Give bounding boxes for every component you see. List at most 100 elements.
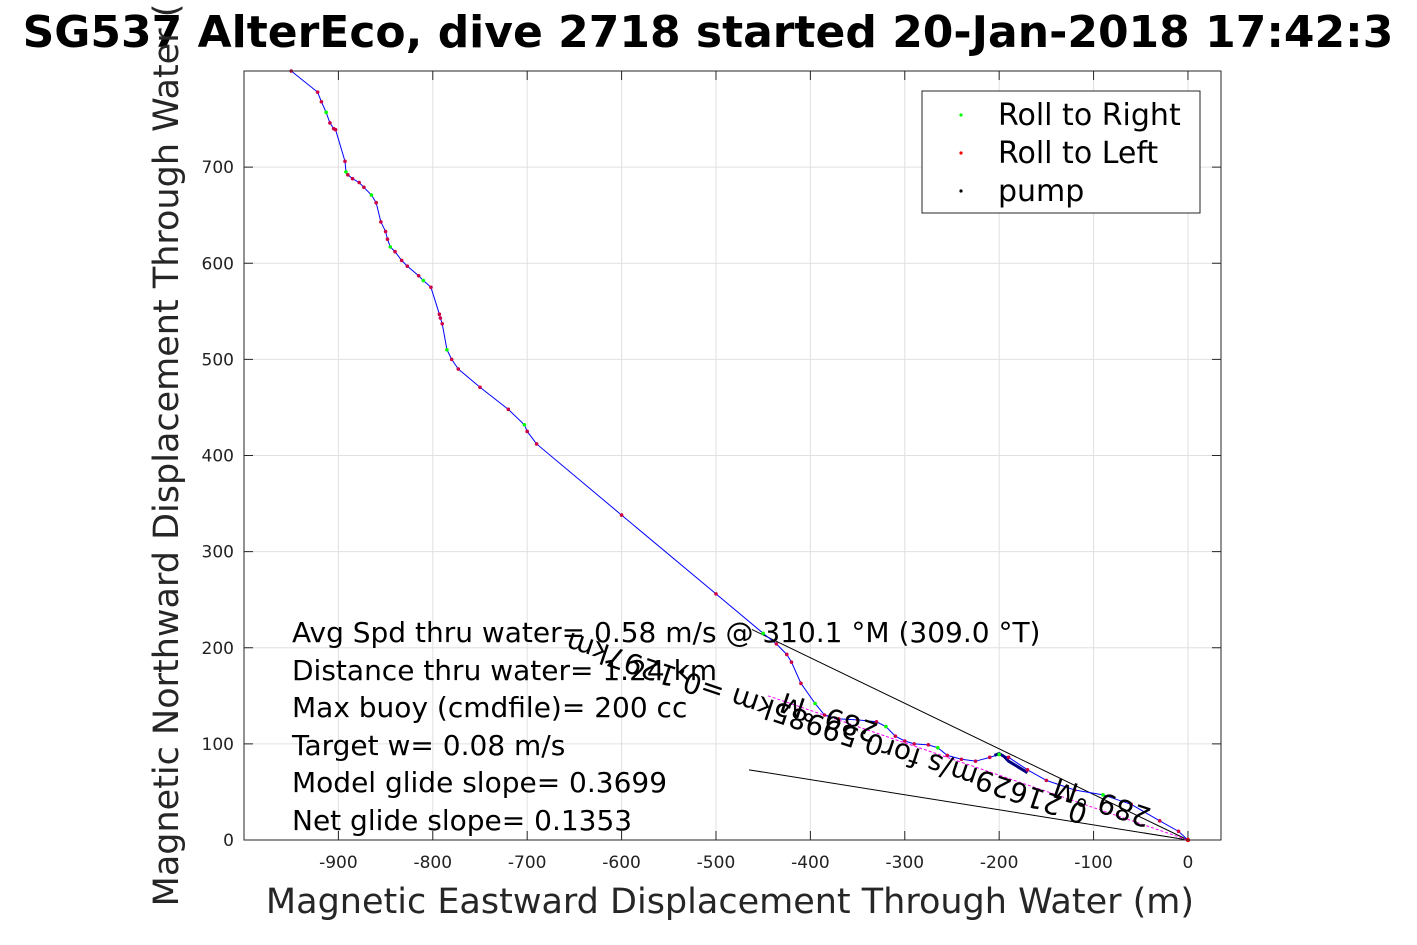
y-tick-label: 500 [202,350,234,370]
track-point [344,170,348,174]
max-buoy-annotation: Max buoy (cmdfile)= 200 cc [292,691,687,724]
track-point [350,176,355,181]
legend-marker-pump [959,189,963,193]
track-point [369,193,374,197]
legend-marker-roll-left [959,151,963,155]
model-glide-slope-annotation: Model glide slope= 0.3699 [292,766,667,799]
x-tick-label: -300 [885,853,924,873]
axis-ticks: -900 -800 -700 -600 -500 -400 -300 -200 -100 0 0 10… [202,71,1221,873]
track-point [522,422,527,427]
track-point [438,316,443,320]
x-tick-label: -100 [1074,853,1113,873]
track-point [333,127,338,132]
track-point [945,753,950,758]
track-point [399,258,404,263]
track-point [421,278,426,283]
track-point [822,713,827,717]
y-tick-label: 300 [202,543,234,563]
track-point [374,200,378,205]
track-point [714,592,718,596]
track-point [813,701,817,706]
x-axis-label: Magnetic Eastward Displacement Through W… [266,882,1194,922]
track-point [855,718,860,722]
track-point [357,180,361,185]
track-point [1157,818,1162,823]
track-point [393,249,397,254]
track-point [456,367,461,371]
track-point [987,755,992,760]
track-point [1044,778,1049,783]
track-point [926,743,931,747]
model-glide-line [751,629,1189,841]
stats-annotations: Avg Spd thru water= 0.58 m/s @ 310.1 °M … [291,616,1040,837]
x-tick-label: -900 [319,853,358,873]
x-tick-label: -700 [508,853,547,873]
distance-annotation: Distance thru water= 1.24 km [292,654,717,687]
y-axis-label: Magnetic Northward Displacement Through … [147,4,187,907]
track-point [445,347,449,352]
y-tick-label: 200 [202,639,234,659]
track-point [893,734,898,738]
track-point [1129,802,1134,807]
track-point [315,90,320,94]
track-point [836,717,841,721]
net-glide-line [748,769,1189,841]
track-point [534,442,539,446]
target-w-annotation: Target w= 0.08 m/s [291,729,565,762]
track-point [328,121,332,125]
track-point [936,745,940,750]
track-point [874,719,879,724]
track-point [1101,793,1105,797]
y-tick-label: 100 [202,735,234,755]
x-tick-label: 0 [1183,853,1194,873]
track-point [973,759,978,763]
track-point [388,245,393,249]
track-point [1006,755,1011,760]
y-tick-label: 600 [202,254,234,274]
track-point [429,285,433,290]
track-point [385,237,390,242]
track-point [362,185,366,190]
legend-box [921,90,1201,214]
y-tick-label: 700 [202,158,234,178]
track-point [506,407,511,412]
track-point [346,173,350,177]
track-point [319,99,324,104]
track-point [799,681,803,686]
track-point [912,742,917,746]
legend-marker-roll-right [959,113,963,117]
track-point [1025,768,1030,772]
track-point [761,631,765,636]
legend: Roll to Right Roll to Left pump [921,90,1201,214]
plot-frame [243,70,1222,841]
track-point [884,724,888,729]
track-point [405,264,410,268]
y-tick-label: 400 [202,447,234,467]
track-point [324,110,328,115]
x-tick-label: -600 [602,853,641,873]
x-tick-label: -400 [791,853,830,873]
x-tick-label: -800 [413,853,452,873]
track-point [619,513,624,517]
legend-label-roll-left: Roll to Left [998,136,1158,171]
legend-label-pump: pump [998,174,1084,209]
track-point [1072,788,1077,792]
track-point [343,159,347,164]
x-tick-label: -200 [980,853,1019,873]
track-point [383,229,388,234]
current-line [767,695,1189,841]
net-glide-slope-annotation: Net glide slope= 0.1353 [292,804,632,837]
track-point [1176,829,1181,834]
track-point [774,642,779,646]
track-point [997,752,1001,757]
track-point [902,739,907,743]
y-tick-label: 0 [223,831,234,851]
track-point [525,429,529,434]
track-point [440,322,445,326]
track-point [449,357,454,362]
track-point [478,385,482,390]
x-tick-label: -500 [697,853,736,873]
legend-label-roll-right: Roll to Right [998,98,1181,133]
avg-speed-annotation: Avg Spd thru water= 0.58 m/s @ 310.1 °M … [292,616,1040,649]
